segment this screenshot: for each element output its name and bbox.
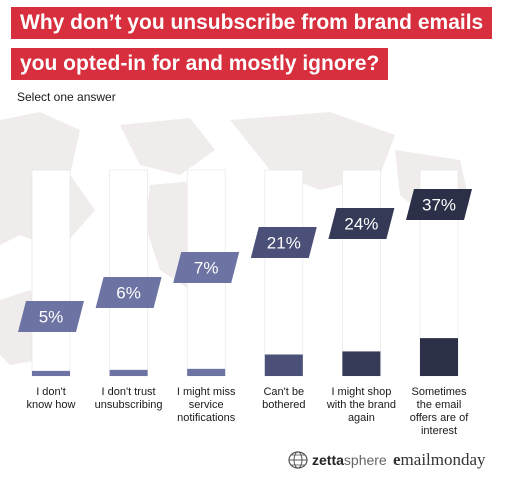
value-label: 6% [116, 284, 141, 303]
category-label-line: Can't be [263, 386, 304, 398]
category-label-line: I don't [36, 386, 66, 398]
value-label-box [95, 277, 162, 308]
bar-column-bg [109, 169, 148, 377]
category-label: I don't trust unsubscribing [95, 386, 163, 411]
value-label: 37% [422, 196, 456, 215]
map-shape [120, 118, 215, 175]
category-label: Sometimes the email offers are of interest [410, 386, 469, 437]
category-label-line: I don't trust [102, 386, 156, 398]
bar [420, 338, 458, 376]
category-label-line: unsubscribing [95, 399, 163, 411]
emailmonday-logo: e mailmonday [393, 449, 486, 471]
category-label-line: notifications [177, 412, 236, 424]
bars [32, 338, 458, 376]
bar-column-bg [31, 169, 71, 377]
category-label-line: Sometimes [411, 386, 467, 398]
bar-column-bg [264, 169, 304, 377]
chart-title-line-2: you opted-in for and mostly ignore? [11, 48, 389, 80]
category-label-line: I might miss [177, 386, 236, 398]
globe-icon [288, 451, 308, 469]
category-label-line: know how [27, 399, 76, 411]
category-label: I don't know how [27, 386, 76, 411]
category-label: Can't be bothered [262, 386, 305, 411]
category-label-line: again [348, 412, 375, 424]
category-label: I might shop with the brand again [326, 386, 396, 424]
logo-text-mailmonday: mailmonday [400, 450, 486, 469]
value-labels: 5% 6% 7% 21% 24% 37% [18, 189, 472, 332]
category-label-line: service [189, 399, 224, 411]
value-label-box [173, 252, 240, 283]
value-label: 5% [39, 308, 64, 327]
bar [109, 369, 148, 376]
bar [187, 368, 226, 376]
category-label-line: with the brand [326, 399, 396, 411]
category-label-line: I might shop [331, 386, 391, 398]
chart-subtitle: Select one answer [17, 90, 116, 104]
category-label-line: bothered [262, 399, 305, 411]
category-label: I might miss service notifications [177, 386, 236, 424]
bar-column-bg [342, 169, 381, 377]
value-label-box [250, 227, 317, 258]
bar-columns [31, 169, 459, 377]
logo-text-zetta: zetta [312, 452, 344, 468]
zettasphere-logo: zetta sphere [287, 449, 387, 471]
value-label-box [328, 208, 395, 239]
value-label-box [18, 301, 84, 332]
bar [264, 354, 303, 376]
chart-title-line-1: Why don’t you unsubscribe from brand ema… [11, 7, 493, 39]
logo-text-sphere: sphere [343, 452, 387, 468]
category-label-line: offers are of [410, 412, 469, 424]
category-label-line: the email [417, 399, 462, 411]
value-label: 24% [344, 215, 378, 234]
bar [32, 370, 70, 376]
value-label: 7% [194, 259, 219, 278]
logo-text-e: e [393, 450, 401, 469]
category-labels: I don't know how I don't trust unsubscribin… [27, 386, 470, 437]
value-label: 21% [267, 234, 301, 253]
bar [342, 351, 381, 376]
category-label-line: interest [421, 425, 457, 437]
value-label-box [406, 189, 472, 220]
